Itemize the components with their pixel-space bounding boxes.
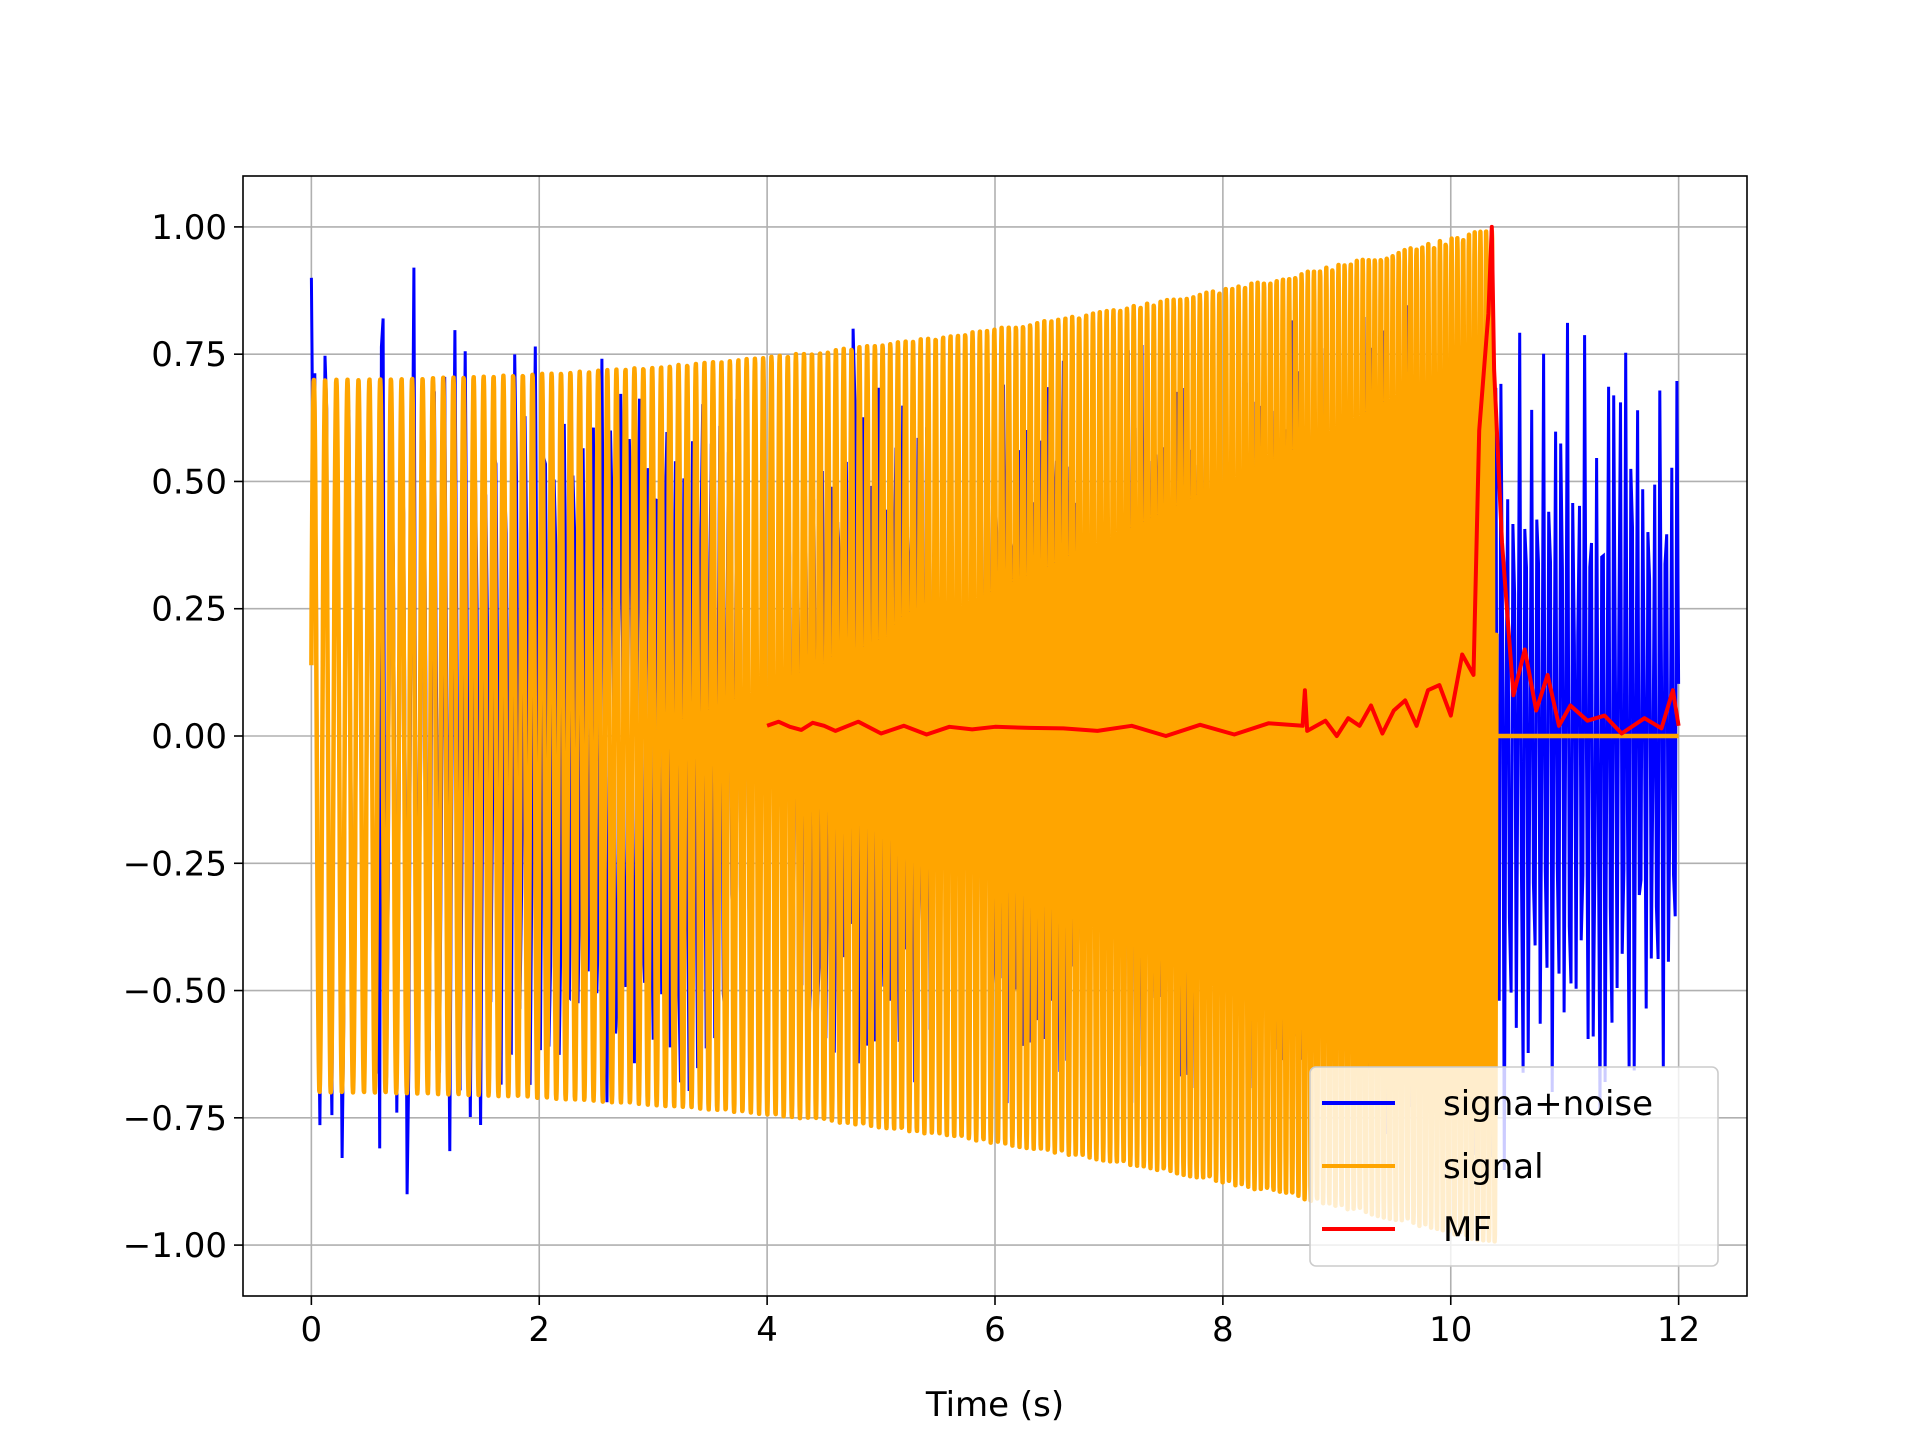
x-tick-label: 12 bbox=[1657, 1310, 1700, 1350]
y-tick-label: −0.25 bbox=[123, 844, 227, 884]
y-tick-label: 0.50 bbox=[151, 462, 227, 502]
legend-label: signal bbox=[1443, 1147, 1544, 1187]
legend: signa+noise signal MF bbox=[1309, 1066, 1719, 1267]
legend-box bbox=[1309, 1066, 1719, 1267]
legend-item: signa+noise bbox=[1322, 1084, 1653, 1124]
series-signal bbox=[309, 228, 1679, 1244]
signal-line bbox=[309, 228, 1679, 1244]
y-tick-label: 0.00 bbox=[151, 717, 227, 757]
series-mf bbox=[766, 224, 1681, 738]
x-tick-label: 8 bbox=[1212, 1310, 1234, 1350]
legend-label: signa+noise bbox=[1443, 1084, 1653, 1124]
x-tick-label: 10 bbox=[1429, 1310, 1472, 1350]
y-tick-label: −0.75 bbox=[123, 1099, 227, 1139]
y-tick-label: −0.50 bbox=[123, 972, 227, 1012]
y-tick-label: −1.00 bbox=[123, 1226, 227, 1266]
mf-line bbox=[766, 224, 1681, 738]
x-axis-label: Time (s) bbox=[925, 1385, 1064, 1425]
legend-item: signal bbox=[1322, 1147, 1544, 1187]
x-tick-label: 2 bbox=[528, 1310, 550, 1350]
ticks: 0 2 4 6 8 10 12 −1.00 −0.75 −0.50 −0.25 0.00 0.25 0.5… bbox=[123, 208, 1700, 1350]
x-tick-label: 0 bbox=[301, 1310, 323, 1350]
y-tick-label: 0.75 bbox=[151, 335, 227, 375]
y-tick-label: 1.00 bbox=[151, 208, 227, 248]
x-tick-label: 4 bbox=[756, 1310, 778, 1350]
legend-label: MF bbox=[1443, 1210, 1492, 1250]
y-tick-label: 0.25 bbox=[151, 590, 227, 630]
series-layer bbox=[309, 224, 1681, 1244]
x-tick-label: 6 bbox=[984, 1310, 1006, 1350]
legend-item: MF bbox=[1322, 1210, 1492, 1250]
